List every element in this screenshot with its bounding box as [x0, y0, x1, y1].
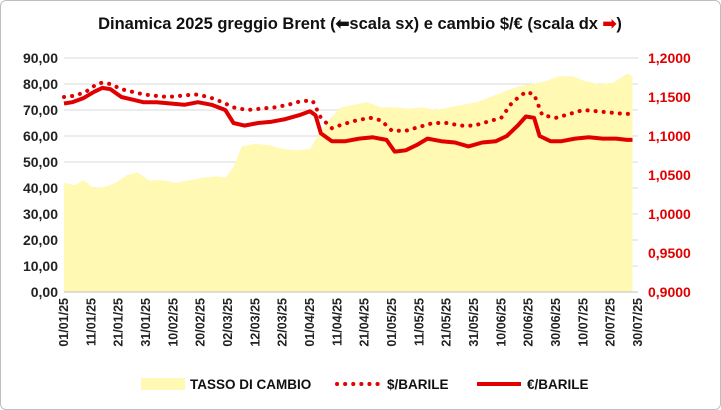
axes: 0,00 10,00 20,00 30,00 40,00 50,00 60,00 70,00 8…	[23, 50, 691, 347]
eur-barile-line	[63, 85, 633, 154]
x-tick-label: 31/01/25	[139, 298, 153, 347]
y-left-tick-label: 90,00	[23, 50, 58, 66]
x-tick-label: 21/01/25	[112, 298, 126, 347]
y-left-tick-label: 0,00	[31, 284, 58, 300]
y-left-tick-label: 50,00	[23, 154, 58, 170]
x-tick-label: 10/02/25	[166, 298, 180, 347]
y-left-tick-label: 70,00	[23, 102, 58, 118]
y-left-tick-label: 60,00	[23, 128, 58, 144]
x-tick-label: 10/06/25	[494, 298, 508, 347]
y-right-tick-label: 1,0500	[648, 167, 691, 183]
tasso-di-cambio-area	[64, 73, 633, 292]
title-middle: scala sx) e cambio $/€ (scala dx	[349, 15, 602, 33]
x-tick-label: 02/03/25	[221, 298, 235, 347]
left-arrow-icon: ⬅	[336, 15, 350, 33]
line-series	[62, 80, 635, 154]
title-suffix: )	[616, 15, 622, 33]
title-prefix: Dinamica 2025 greggio Brent (	[98, 15, 336, 33]
right-arrow-icon: ➡	[603, 15, 618, 33]
y-right-tick-label: 0,9000	[648, 284, 691, 300]
x-tick-label: 12/03/25	[248, 298, 262, 347]
x-tick-label: 10/07/25	[576, 298, 590, 347]
legend: TASSO DI CAMBIO $/BARILE €/BARILE	[141, 377, 589, 392]
area-series	[64, 73, 633, 292]
y-left-tick-label: 20,00	[23, 232, 58, 248]
y-right-tick-label: 1,1500	[648, 89, 691, 105]
y-left-tick-label: 80,00	[23, 76, 58, 92]
x-tick-label: 20/06/25	[522, 298, 536, 347]
chart-title: Dinamica 2025 greggio Brent (⬅scala sx) …	[98, 15, 622, 33]
x-tick-label: 11/05/25	[412, 298, 426, 346]
x-tick-label: 30/06/25	[549, 298, 563, 347]
x-tick-label: 20/02/25	[194, 298, 208, 347]
x-tick-label: 11/04/25	[330, 298, 344, 346]
y-right-tick-label: 1,2000	[648, 50, 691, 66]
y-right-tick-label: 1,0000	[648, 206, 691, 222]
legend-swatch-area	[141, 378, 185, 390]
x-tick-label: 01/05/25	[385, 298, 399, 347]
y-right-tick-label: 1,1000	[648, 128, 691, 144]
y-left-tick-label: 30,00	[23, 206, 58, 222]
x-tick-label: 01/01/25	[57, 298, 71, 347]
y-left-tick-label: 40,00	[23, 180, 58, 196]
legend-label-eur: €/BARILE	[527, 377, 589, 392]
y-right-tick-label: 0,9500	[648, 245, 691, 261]
x-tick-label: 21/05/25	[440, 298, 454, 347]
x-tick-label: 22/03/25	[276, 298, 290, 347]
legend-label-usd: $/BARILE	[387, 377, 449, 392]
legend-label-tasso: TASSO DI CAMBIO	[190, 377, 311, 392]
x-tick-label: 21/04/25	[358, 298, 372, 347]
usd-barile-line	[62, 80, 635, 133]
x-tick-label: 31/05/25	[467, 298, 481, 347]
x-tick-label: 11/01/25	[84, 298, 98, 346]
x-tick-label: 20/07/25	[604, 298, 618, 347]
y-left-tick-label: 10,00	[23, 258, 58, 274]
x-tick-label: 01/04/25	[303, 298, 317, 347]
x-tick-label: 30/07/25	[631, 298, 645, 347]
